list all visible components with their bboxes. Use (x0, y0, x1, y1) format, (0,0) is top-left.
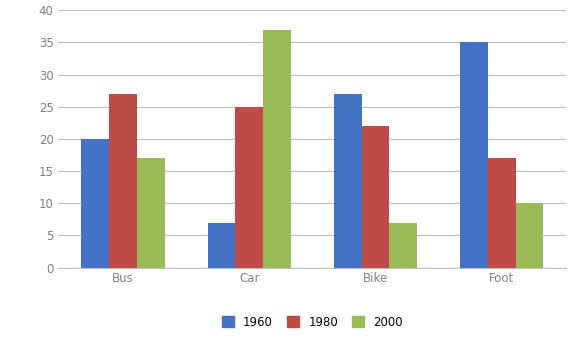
Bar (137, 158, 165, 268)
Bar (460, 43, 488, 268)
Bar (488, 158, 516, 268)
Bar (109, 94, 137, 268)
Bar (208, 223, 235, 268)
Legend: 1960, 1980, 2000: 1960, 1980, 2000 (218, 312, 406, 332)
Bar (82, 139, 109, 268)
Bar (334, 94, 361, 268)
Bar (516, 203, 543, 268)
Bar (235, 107, 263, 268)
Bar (390, 223, 417, 268)
Bar (263, 29, 291, 268)
Bar (361, 126, 390, 268)
